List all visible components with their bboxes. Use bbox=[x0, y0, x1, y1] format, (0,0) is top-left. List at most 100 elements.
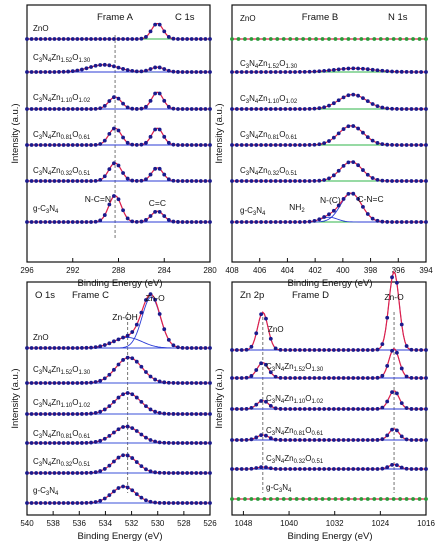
data-point bbox=[331, 208, 336, 213]
data-point bbox=[84, 440, 89, 445]
data-point bbox=[134, 143, 139, 147]
panel-frame-d: Zn 2p Frame D 1048 1040 1032 1024 1016 Binding … bbox=[214, 270, 435, 542]
data-point bbox=[89, 440, 93, 445]
data-point bbox=[47, 381, 52, 385]
data-point bbox=[116, 128, 121, 133]
data-point bbox=[259, 465, 263, 470]
data-point bbox=[98, 142, 103, 146]
data-point bbox=[302, 467, 307, 471]
data-point bbox=[307, 143, 312, 147]
data-point bbox=[254, 179, 259, 183]
data-point bbox=[189, 441, 194, 445]
data-point bbox=[112, 339, 116, 344]
label-base: g-C bbox=[33, 204, 46, 213]
data-point bbox=[331, 173, 336, 178]
data-point bbox=[93, 411, 98, 415]
data-point bbox=[166, 441, 171, 445]
data-point bbox=[317, 376, 322, 380]
data-point bbox=[346, 467, 351, 471]
data-point bbox=[34, 471, 39, 475]
data-point bbox=[189, 381, 194, 385]
data-point bbox=[43, 501, 48, 505]
data-point bbox=[255, 37, 260, 41]
data-point bbox=[234, 467, 239, 471]
data-point bbox=[80, 471, 84, 475]
data-point bbox=[254, 435, 259, 440]
data-point bbox=[171, 441, 176, 445]
data-point bbox=[180, 412, 185, 416]
data-point bbox=[84, 179, 89, 183]
data-point bbox=[25, 346, 29, 350]
data-point bbox=[144, 404, 148, 409]
data-point bbox=[249, 179, 254, 183]
data-point bbox=[341, 438, 346, 442]
data-point bbox=[417, 497, 422, 501]
data-point bbox=[144, 298, 148, 302]
data-point bbox=[52, 441, 57, 445]
data-point bbox=[43, 70, 48, 74]
component-peak bbox=[232, 311, 426, 351]
data-point bbox=[375, 104, 380, 109]
data-point bbox=[414, 467, 419, 471]
data-point bbox=[370, 67, 375, 72]
data-point bbox=[171, 219, 176, 224]
data-point bbox=[162, 29, 167, 34]
label-subscript: 1.02 bbox=[79, 403, 91, 409]
data-point bbox=[70, 501, 75, 505]
data-point bbox=[254, 402, 259, 407]
data-point bbox=[414, 407, 419, 411]
data-point bbox=[424, 37, 428, 41]
data-point bbox=[259, 361, 263, 366]
data-point bbox=[356, 126, 360, 131]
data-point bbox=[419, 438, 424, 442]
data-point bbox=[409, 347, 414, 352]
data-point bbox=[327, 37, 331, 41]
data-point bbox=[356, 93, 360, 98]
data-point bbox=[98, 344, 103, 349]
spectrum-row: C3N4Zn0.32O0.51 bbox=[230, 160, 428, 183]
label-subscript: 3 bbox=[46, 209, 50, 215]
data-point bbox=[93, 380, 98, 384]
data-point bbox=[322, 407, 327, 411]
x-tick-label: 288 bbox=[112, 266, 126, 275]
data-point bbox=[375, 68, 380, 73]
label-element: N bbox=[249, 59, 255, 68]
data-point bbox=[208, 70, 212, 74]
x-tick-label: 404 bbox=[281, 266, 295, 275]
label-subscript: 0.81 bbox=[294, 431, 306, 437]
data-point bbox=[102, 407, 107, 412]
data-point bbox=[336, 67, 341, 72]
data-point bbox=[361, 348, 365, 352]
data-point bbox=[80, 346, 84, 350]
data-point bbox=[98, 106, 103, 111]
annotation-label: C-N=C bbox=[357, 194, 383, 204]
data-point bbox=[34, 37, 39, 41]
data-point bbox=[365, 37, 370, 41]
label-subscript: 0.61 bbox=[312, 431, 324, 437]
data-point bbox=[25, 441, 29, 445]
data-point bbox=[84, 37, 89, 41]
data-point bbox=[419, 179, 424, 183]
data-point bbox=[395, 107, 399, 111]
data-point bbox=[148, 67, 153, 71]
label-base: C bbox=[33, 53, 39, 62]
data-point bbox=[166, 471, 171, 475]
data-point bbox=[34, 70, 39, 74]
data-point bbox=[185, 220, 190, 224]
x-tick-label: 408 bbox=[225, 266, 239, 275]
data-point bbox=[203, 501, 208, 505]
label-subscript: 1.30 bbox=[286, 64, 298, 70]
data-point bbox=[361, 467, 365, 471]
data-point bbox=[244, 107, 249, 111]
data-point bbox=[346, 93, 351, 98]
label-element: Zn bbox=[51, 53, 60, 62]
data-point bbox=[351, 467, 356, 471]
data-point bbox=[294, 497, 299, 501]
data-point bbox=[283, 467, 288, 471]
data-point bbox=[134, 179, 139, 183]
x-tick-label: 284 bbox=[158, 266, 172, 275]
data-point bbox=[148, 438, 153, 442]
data-point bbox=[84, 143, 89, 147]
data-point bbox=[66, 37, 71, 41]
data-point bbox=[194, 412, 199, 416]
